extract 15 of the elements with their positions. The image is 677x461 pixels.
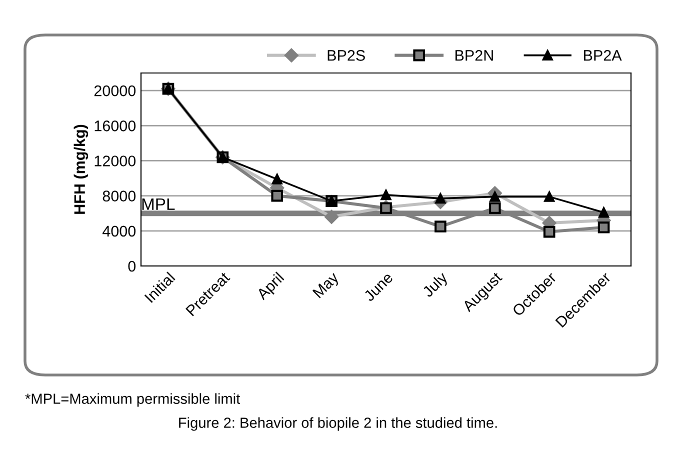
y-axis-title: HFH (mg/kg) [74,124,88,214]
legend-label: BP2N [455,50,493,61]
text: *MPL=Maximum permissible limit [25,393,240,407]
ref-line-label: MPL [142,198,175,210]
legend-label: BP2S [328,50,365,61]
y-tick-label: 16000 [94,120,136,132]
y-tick-label: 12000 [94,156,136,166]
y-tick-label: 0 [128,260,136,272]
x-tick-label: July [421,270,450,300]
x-tick-label: May [312,271,342,300]
caption: Figure 2: Behavior of biopile 2 in the studied time. [179,417,497,431]
y-tick-label: 4000 [102,226,136,237]
y-tick-label: 20000 [94,85,136,96]
legend-label: BP2A [584,50,622,61]
y-tick-label: 8000 [102,190,136,202]
